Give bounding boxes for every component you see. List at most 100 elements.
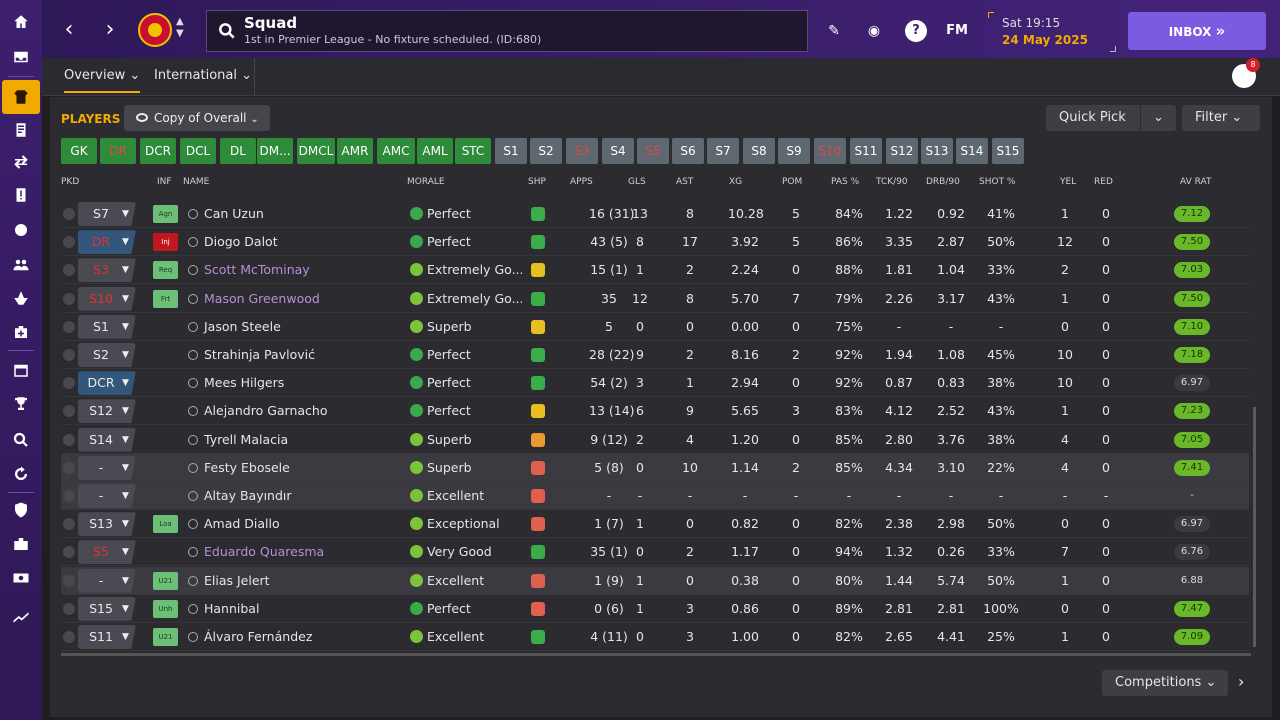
info-badge[interactable]: Req xyxy=(153,261,178,280)
selection-dropdown[interactable]: S12 ▼ xyxy=(78,399,136,424)
player-name[interactable]: Diogo Dalot xyxy=(204,234,278,250)
pick-checkbox[interactable] xyxy=(63,320,75,333)
column-header[interactable]: DRB/90 xyxy=(926,177,960,187)
position-button[interactable]: AMC xyxy=(377,138,415,164)
refresh-icon[interactable] xyxy=(9,462,33,486)
info-badge[interactable]: Frt xyxy=(153,289,178,308)
position-button[interactable]: S5 xyxy=(637,138,669,164)
help-icon[interactable]: ? xyxy=(905,20,927,42)
table-row[interactable]: - ▼ Festy Ebosele Superb 5 (8) 0 10 1.14 2 85% 4.3… xyxy=(61,453,1249,482)
position-button[interactable]: DM... xyxy=(257,138,293,164)
table-row[interactable]: S2 ▼ Strahinja Pavlović Perfect 28 (22) 9 2 8.1… xyxy=(61,341,1249,369)
position-button[interactable]: DR xyxy=(100,138,136,164)
player-name[interactable]: Elias Jelert xyxy=(204,572,270,588)
forward-arrow-icon[interactable]: › xyxy=(105,17,115,42)
next-arrow-icon[interactable]: › xyxy=(1238,672,1245,691)
squad-icon[interactable] xyxy=(2,80,40,114)
selection-dropdown[interactable]: S10 ▼ xyxy=(78,286,136,311)
fm-icon[interactable]: FM xyxy=(946,23,968,38)
pick-checkbox[interactable] xyxy=(63,208,75,220)
position-button[interactable]: AMR xyxy=(337,138,373,164)
position-button[interactable]: S9 xyxy=(778,138,810,164)
page-title-box[interactable]: Squad 1st in Premier League - No fixture… xyxy=(206,10,808,52)
table-row[interactable]: S5 ▼ Eduardo Quaresma Very Good 35 (1) 0 2 1.17… xyxy=(61,538,1249,567)
column-header[interactable]: XG xyxy=(729,177,743,187)
selection-dropdown[interactable]: S13 ▼ xyxy=(78,512,136,537)
position-button[interactable]: S13 xyxy=(921,138,953,164)
position-button[interactable]: DCR xyxy=(140,138,176,164)
position-button[interactable]: S6 xyxy=(672,138,704,164)
inbox-button[interactable]: INBOX » xyxy=(1128,12,1266,50)
table-row[interactable]: S13 ▼ Loa Amad Diallo Exceptional 1 (7) 1 0 0.82… xyxy=(61,510,1249,539)
info-badge[interactable]: Unh xyxy=(153,599,178,618)
column-header[interactable]: POM xyxy=(782,177,803,187)
player-name[interactable]: Álvaro Fernández xyxy=(204,629,313,644)
selection-dropdown[interactable]: S2 ▼ xyxy=(78,343,136,367)
table-row[interactable]: DCR ▼ Mees Hilgers Perfect 54 (2) 3 1 2.94 0 92% 0… xyxy=(61,369,1249,398)
column-header[interactable]: INF xyxy=(157,177,172,187)
pick-checkbox[interactable] xyxy=(63,433,75,446)
avatar[interactable]: 8 xyxy=(1232,58,1260,88)
table-row[interactable]: S14 ▼ Tyrell Malacia Superb 9 (12) 2 4 1.20 0 85%… xyxy=(61,426,1249,454)
briefcase-icon[interactable] xyxy=(9,532,33,556)
home-icon[interactable] xyxy=(9,10,33,34)
column-header[interactable]: SHOT % xyxy=(979,177,1016,187)
trend-icon[interactable] xyxy=(9,604,33,628)
shield-icon[interactable] xyxy=(9,498,33,522)
reports-icon[interactable] xyxy=(9,183,33,207)
info-badge[interactable]: U21 xyxy=(153,571,178,590)
position-button[interactable]: S2 xyxy=(530,138,562,164)
player-name[interactable]: Scott McTominay xyxy=(204,262,310,278)
info-badge[interactable]: Agn xyxy=(153,205,178,223)
table-row[interactable]: S12 ▼ Alejandro Garnacho Perfect 13 (14) 6 9 5.… xyxy=(61,397,1249,426)
edit-icon[interactable]: ✎ xyxy=(828,23,840,39)
selection-dropdown[interactable]: S5 ▼ xyxy=(78,540,136,565)
calendar-icon[interactable] xyxy=(9,358,33,382)
column-header[interactable]: AV RAT xyxy=(1180,177,1212,187)
player-name[interactable]: Mason Greenwood xyxy=(204,290,320,306)
position-button[interactable]: S14 xyxy=(956,138,988,164)
table-row[interactable]: DR ▼ Inj Diogo Dalot Perfect 43 (5) 8 17 3.92 5 86… xyxy=(61,228,1249,257)
position-button[interactable]: S7 xyxy=(707,138,739,164)
info-badge[interactable]: Inj xyxy=(153,233,178,252)
staff-icon[interactable] xyxy=(9,253,33,277)
table-row[interactable]: S10 ▼ Frt Mason Greenwood Extremely Go... 35 1… xyxy=(61,285,1249,313)
position-button[interactable]: DL xyxy=(220,138,256,164)
pick-checkbox[interactable] xyxy=(63,377,75,390)
date-display[interactable]: Sat 19:15 24 May 2025 xyxy=(988,12,1116,52)
selection-dropdown[interactable]: DCR ▼ xyxy=(78,371,136,396)
player-name[interactable]: Can Uzun xyxy=(204,206,264,221)
table-row[interactable]: S11 ▼ U21 Álvaro Fernández Excellent 4 (11) 0 3… xyxy=(61,623,1249,651)
ball-icon[interactable]: ◉ xyxy=(867,23,881,39)
position-button[interactable]: AML xyxy=(417,138,453,164)
pick-checkbox[interactable] xyxy=(63,546,75,559)
pick-checkbox[interactable] xyxy=(63,631,75,643)
pick-checkbox[interactable] xyxy=(63,405,75,418)
position-button[interactable]: S10 xyxy=(814,138,846,164)
tab-overview[interactable]: Overview ⌄ xyxy=(64,68,141,93)
column-header[interactable]: PKD xyxy=(61,177,80,187)
selection-dropdown[interactable]: - ▼ xyxy=(78,455,136,480)
player-name[interactable]: Alejandro Garnacho xyxy=(204,403,328,419)
match-icon[interactable] xyxy=(9,218,33,242)
position-button[interactable]: S8 xyxy=(743,138,775,164)
training-icon[interactable] xyxy=(9,286,33,310)
tactics-icon[interactable] xyxy=(9,118,33,142)
pick-checkbox[interactable] xyxy=(63,292,75,305)
column-header[interactable]: RED xyxy=(1094,177,1113,187)
pick-checkbox[interactable] xyxy=(63,461,75,474)
quick-pick-button[interactable]: Quick Pick ⌄ xyxy=(1046,105,1176,131)
pick-checkbox[interactable] xyxy=(63,518,75,531)
club-switch-icon[interactable]: ▲ ▼ xyxy=(176,16,184,39)
search-icon[interactable] xyxy=(9,428,33,452)
transfers-icon[interactable] xyxy=(9,150,33,174)
player-name[interactable]: Festy Ebosele xyxy=(204,459,290,475)
position-button[interactable]: S11 xyxy=(850,138,882,164)
column-header[interactable]: NAME xyxy=(183,177,210,187)
player-name[interactable]: Altay Bayındır xyxy=(204,488,292,503)
column-header[interactable]: YEL xyxy=(1060,177,1077,187)
trophy-icon[interactable] xyxy=(9,392,33,416)
position-button[interactable]: STC xyxy=(455,138,491,164)
pick-checkbox[interactable] xyxy=(63,574,75,587)
finances-icon[interactable] xyxy=(9,566,33,590)
